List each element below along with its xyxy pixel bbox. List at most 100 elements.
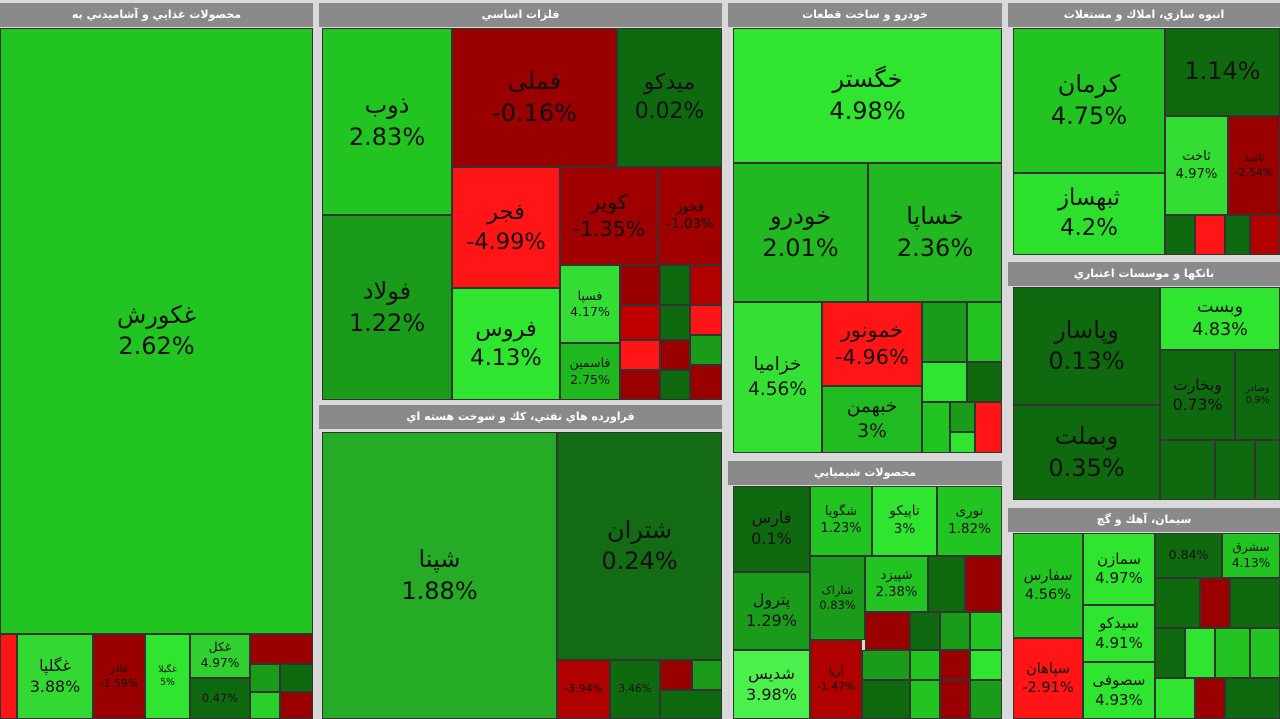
small-tile [690,365,722,400]
panel-title: فراورده هاي نفتي، كك و سوخت هسته اي [319,405,722,429]
tile: فولاد 1.22% [322,215,452,400]
tile-name: غاذر [109,662,129,676]
tile-name: وبست [1196,296,1244,317]
tile-name: خگستر [832,65,903,94]
tile-change: 0.35% [1048,453,1125,482]
tile-change: 4.98% [829,96,906,125]
small-tile [1250,215,1280,255]
small-tile [950,432,975,453]
tile-change: 3% [893,521,916,537]
tile-change: 4.56% [748,378,807,400]
tile-name: فجر [487,199,525,226]
tile: خبهمن 3% [822,386,922,453]
tile-change: 4.13% [1231,555,1271,570]
small-tile [922,302,967,362]
tile-change: -0.16% [492,98,577,127]
small-tile [862,650,910,680]
tile-change: 2.36% [896,233,974,262]
small-tile [970,680,1002,719]
tile-change: 0.24% [601,547,678,575]
small-tile [967,362,1002,402]
small-tile [250,692,280,719]
tile-name: پترول [752,590,791,610]
small-tile [1215,628,1250,678]
small-tile [1155,578,1200,628]
tile-change: 0.83% [819,598,856,612]
tile-change: 0.02% [634,98,705,124]
small-tile [862,680,910,719]
small-tile [1155,628,1185,678]
tile: سمازن 4.97% [1083,533,1155,605]
tile-change: 4.97% [1095,569,1143,587]
tile: غگیلا 5% [145,634,190,719]
small-tile [660,340,690,370]
tile-name: وبخارت [1173,375,1222,394]
small-tile [660,660,692,690]
tile-name: خمونور [840,317,904,342]
small-tile [620,370,660,400]
tile-change: 4.13% [470,345,542,371]
tile-name: نوری [955,503,984,520]
tile: کرمان 4.75% [1013,28,1165,173]
small-tile [620,340,660,370]
tile-change: 4.83% [1192,319,1248,340]
small-tile [250,664,280,692]
small-tile [1250,628,1280,678]
tile-name: سپاهان [1026,659,1070,677]
tile-change: 4.97% [1175,166,1218,182]
small-tile [1255,440,1280,500]
panel-title: سيمان، آهك و گچ [1008,508,1280,532]
tile-name: سمازن [1096,549,1142,568]
tile-name: فاسمین [569,355,611,371]
small-tile [928,556,965,612]
tile: خودرو 2.01% [733,163,868,302]
tile-change: 2.62% [118,332,195,360]
tile-change: -1.03% [666,217,714,232]
tile-name: خساپا [906,202,964,231]
tile-name: شپیزد [880,567,913,583]
tile-change: -2.91% [1022,678,1074,696]
small-tile [940,612,970,650]
tile: وپاسار 0.13% [1013,287,1160,405]
tile: آریا -1.47% [810,640,862,719]
tile-change: 3.88% [29,676,81,696]
tile: شتران 0.24% [557,432,722,660]
tile: خساپا 2.36% [868,163,1002,302]
tile-name: کرمان [1057,70,1121,99]
tile-change: 1.88% [401,576,478,605]
small-tile [690,265,722,305]
tile: شگویا 1.23% [810,486,872,556]
tile: ثاخت 4.97% [1165,116,1228,215]
tile-change: 2.38% [875,585,918,600]
small-tile [1155,678,1195,719]
small-tile [0,634,17,719]
tile-name: تاپیکو [889,503,920,520]
panel-title: انبوه سازي، املاك و مستغلات [1008,3,1280,27]
tile: تاپیکو 3% [872,486,937,556]
tile: غکل 4.97% [190,634,250,678]
small-tile [950,402,975,432]
small-tile [620,265,660,305]
tile: فروس 4.13% [452,288,560,400]
tile-change: 4.56% [1024,585,1072,603]
tile: خگستر 4.98% [733,28,1002,163]
tile-name: فسپا [577,287,603,303]
tile: کویر -1.35% [560,167,658,265]
tile-name: غگلپا [39,655,71,675]
tile-name: سیدکو [1099,614,1139,632]
small-tile [660,305,690,340]
tile: فارس 0.1% [733,486,810,572]
tile: 0.47% [190,678,250,719]
tile: 0.84% [1155,533,1222,578]
small-tile [1200,578,1230,628]
small-tile [690,305,722,335]
tile: وصادر 0.9% [1235,350,1280,440]
tile: فخوز -1.03% [658,167,722,265]
tile-change: -1.47% [816,679,856,693]
tile-name: شگویا [824,504,858,520]
small-tile [975,402,1002,453]
tile: فاسمین 2.75% [560,343,620,400]
tile-name: آریا [828,665,844,679]
small-tile [1195,678,1225,719]
